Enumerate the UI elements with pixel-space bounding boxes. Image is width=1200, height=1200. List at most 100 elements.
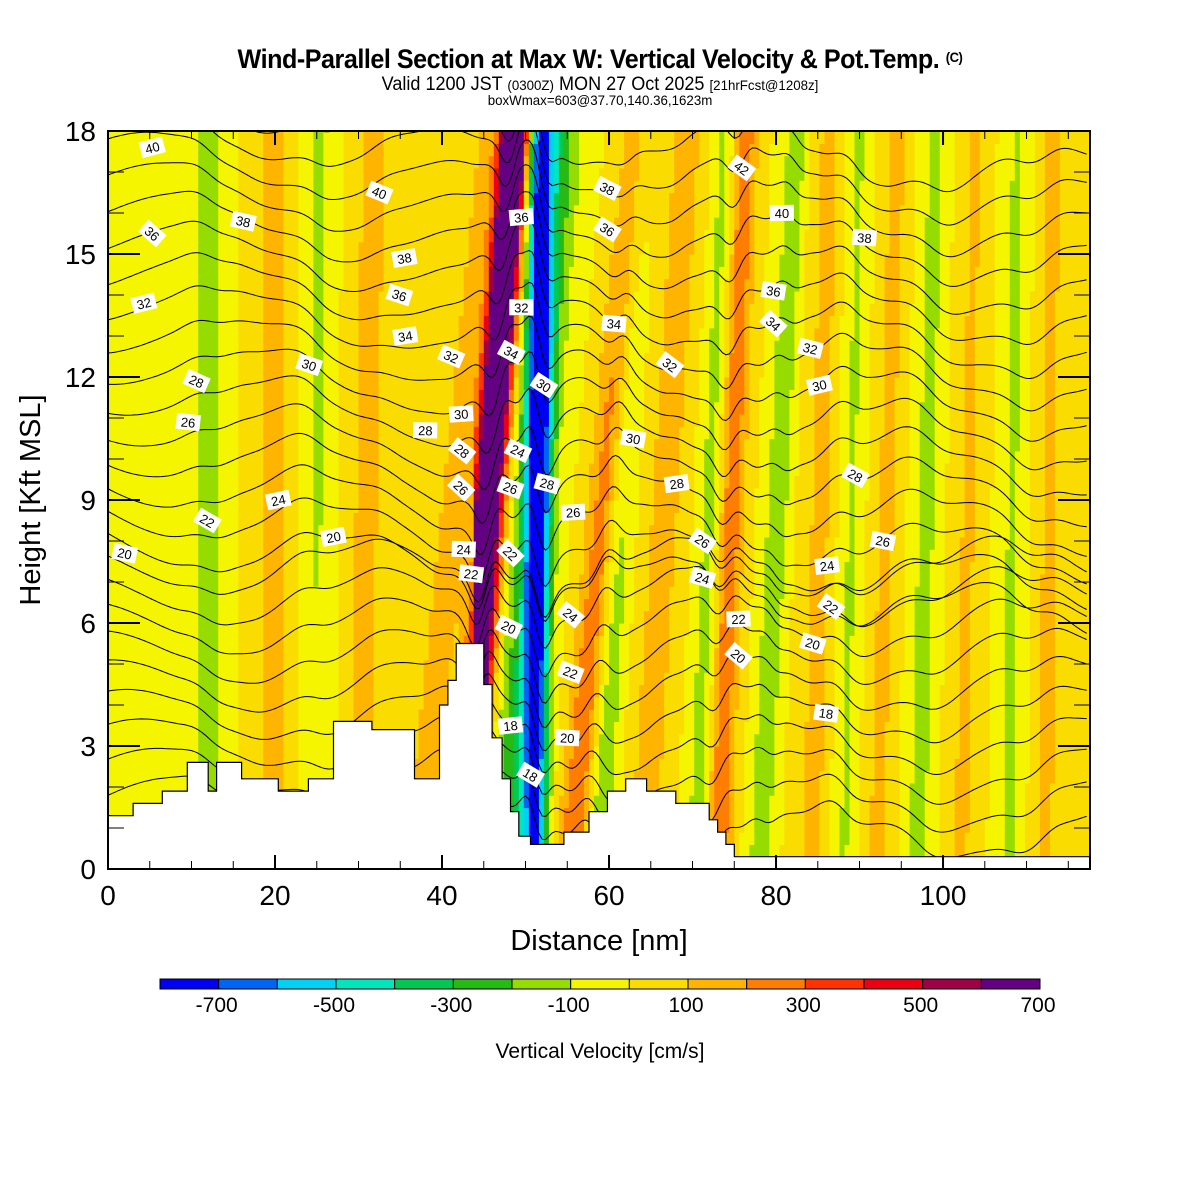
velocity-cell	[709, 327, 715, 538]
velocity-cell	[473, 487, 480, 501]
velocity-cell	[594, 696, 600, 747]
velocity-cell	[859, 131, 866, 181]
velocity-cell	[513, 549, 520, 661]
velocity-cell	[523, 131, 530, 144]
velocity-cell	[709, 684, 715, 772]
velocity-cell	[503, 401, 510, 415]
velocity-cell	[634, 536, 640, 772]
velocity-cell	[709, 536, 715, 686]
contour-label-text: 20	[116, 545, 133, 563]
contour-label: 36	[137, 219, 167, 248]
contour-label: 36	[760, 281, 787, 301]
velocity-cell	[423, 659, 430, 869]
colorbar-bin	[980, 978, 1041, 990]
colorbar-tick-label: 300	[786, 994, 821, 1017]
velocity-cell	[729, 352, 735, 686]
contour-label-box	[851, 228, 878, 247]
velocity-cell	[734, 131, 740, 230]
velocity-cell	[433, 131, 440, 563]
velocity-cell	[538, 131, 545, 661]
contour-label: 22	[556, 660, 585, 684]
velocity-cell	[378, 290, 385, 869]
velocity-cell	[769, 131, 775, 144]
velocity-cell	[914, 131, 921, 587]
colorbar-label: Vertical Velocity [cm/s]	[496, 1040, 705, 1063]
velocity-cell	[1039, 573, 1046, 869]
velocity-cell	[784, 500, 790, 722]
velocity-cell	[854, 131, 861, 415]
velocity-cell	[644, 241, 650, 353]
y-axis-label: Height [Kft MSL]	[15, 394, 47, 605]
velocity-cell	[789, 598, 795, 869]
contour-label-text: 28	[845, 466, 865, 486]
velocity-cell	[944, 463, 951, 869]
contour-label: 34	[496, 339, 526, 366]
velocity-cell	[784, 131, 790, 157]
velocity-cell	[784, 721, 790, 869]
contour-label-text: 38	[857, 230, 872, 246]
velocity-cell	[639, 450, 645, 686]
velocity-cell	[749, 131, 755, 144]
velocity-cell	[994, 131, 1001, 144]
velocity-cell	[473, 426, 480, 464]
velocity-cell	[804, 229, 810, 722]
colorbar-tick-label: 100	[668, 994, 703, 1017]
contour-label-box	[619, 428, 647, 449]
velocity-cell	[573, 204, 580, 464]
contour-label: 36	[592, 216, 622, 243]
contour-label-box	[447, 437, 477, 465]
velocity-cell	[684, 131, 690, 341]
velocity-cell	[478, 438, 485, 747]
isentrope-line	[108, 565, 1087, 649]
contour-label: 32	[796, 337, 824, 359]
velocity-cell	[548, 131, 555, 353]
velocity-cell	[849, 340, 856, 636]
contour-label: 20	[111, 542, 139, 564]
velocity-cell	[213, 131, 219, 869]
velocity-cell	[1004, 131, 1011, 550]
velocity-cell	[839, 131, 846, 317]
contour-label-text: 26	[874, 533, 891, 550]
contour-label-box	[529, 371, 559, 399]
velocity-cell	[468, 610, 475, 649]
isentrope-line	[108, 403, 1087, 528]
velocity-cell	[243, 131, 249, 869]
isentrope-line	[108, 531, 1087, 634]
contour-label-text: 38	[396, 250, 413, 267]
velocity-cell	[614, 573, 620, 722]
contour-label-box	[391, 248, 418, 269]
velocity-cell	[478, 413, 485, 440]
velocity-cell	[794, 131, 800, 292]
velocity-cell	[513, 254, 520, 267]
velocity-cell	[523, 180, 530, 206]
velocity-cell	[358, 241, 365, 869]
velocity-cell	[664, 278, 670, 673]
contour-label: 38	[593, 175, 622, 201]
contour-label: 20	[320, 526, 347, 548]
velocity-cell	[473, 377, 480, 427]
velocity-cell	[473, 463, 480, 489]
velocity-cell	[649, 524, 655, 869]
velocity-cell	[604, 684, 610, 869]
velocity-cell	[879, 131, 886, 440]
contour-label-box	[138, 136, 166, 159]
contour-label-text: 24	[270, 492, 287, 510]
contour-label-box	[496, 539, 525, 568]
velocity-cell	[989, 131, 996, 489]
velocity-cell	[258, 131, 264, 869]
velocity-cell	[553, 340, 560, 440]
velocity-cell	[568, 758, 575, 869]
velocity-cell	[814, 327, 820, 869]
velocity-cell	[188, 131, 194, 869]
velocity-cell	[864, 131, 871, 501]
velocity-cell	[669, 586, 675, 869]
velocity-cell	[604, 131, 610, 304]
velocity-cell	[1029, 290, 1036, 869]
contour-label: 30	[448, 405, 474, 423]
contour-label: 26	[560, 503, 586, 521]
velocity-cell	[523, 155, 530, 181]
velocity-cell	[183, 131, 189, 869]
contour-label: 20	[798, 632, 827, 655]
isentrope-line	[108, 497, 1087, 610]
contour-label-box	[560, 503, 586, 521]
